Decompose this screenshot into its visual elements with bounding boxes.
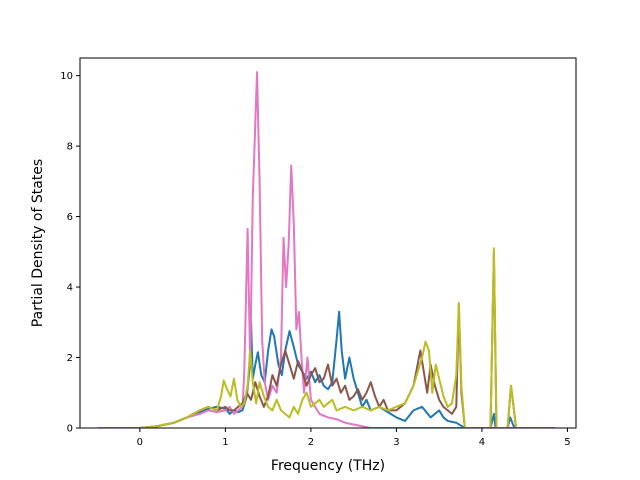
series-line-1 [97,310,556,428]
x-tick-label: 2 [308,437,314,448]
x-tick-label: 1 [222,437,228,448]
series-layer [97,71,556,428]
series-line-4 [97,247,556,428]
x-tick-label: 5 [564,437,570,448]
y-axis-ticks: 0 2 4 6 8 10 [60,71,80,435]
x-tick-label: 3 [393,437,399,448]
y-tick-label: 0 [67,424,73,435]
x-tick-label: 4 [479,437,485,448]
x-axis-ticks: 0 1 2 3 4 5 [137,428,571,448]
series-line-2 [97,71,556,428]
y-tick-label: 4 [67,283,73,294]
y-tick-label: 8 [67,142,73,153]
x-axis-label: Frequency (THz) [271,458,385,474]
y-axis-label: Partial Density of States [30,159,46,327]
plot-frame [79,57,577,429]
x-tick-label: 0 [137,437,143,448]
y-tick-label: 6 [67,212,73,223]
y-tick-label: 2 [67,353,73,364]
y-tick-label: 10 [60,71,73,82]
